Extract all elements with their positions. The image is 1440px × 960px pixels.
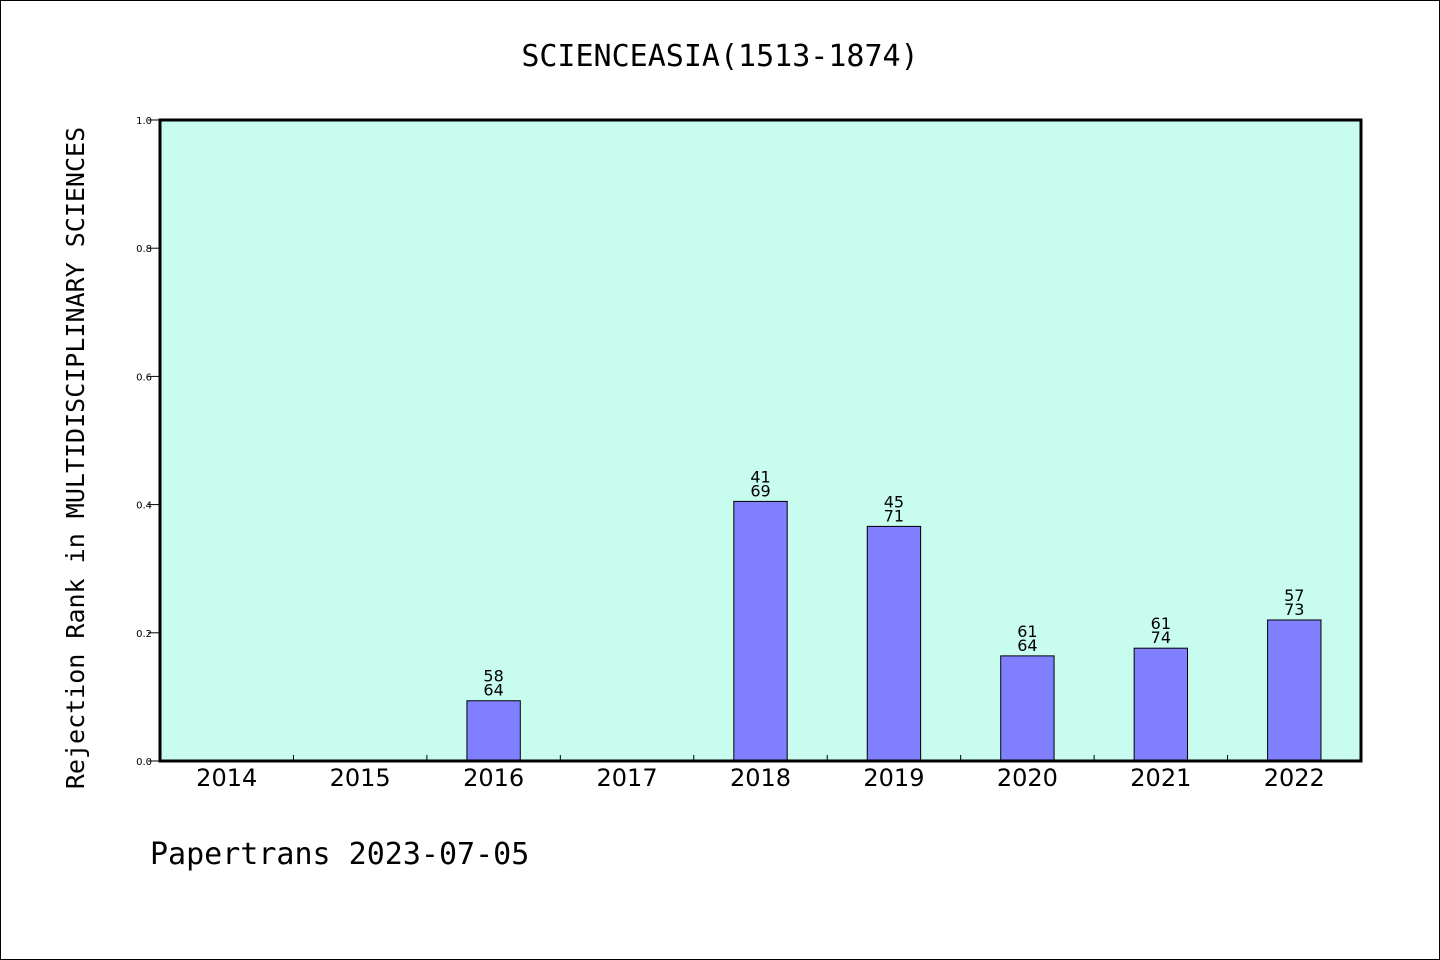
x-tick-label-2022: 2022 xyxy=(1264,764,1325,792)
bar-label-bottom-2018: 69 xyxy=(750,481,770,500)
bar-label-bottom-2016: 64 xyxy=(483,681,503,700)
bar-label-top-2021: 61 xyxy=(1151,614,1171,633)
y-tick-label: 0.0 xyxy=(136,757,152,768)
x-tick-label-2015: 2015 xyxy=(330,764,391,792)
bar-2019 xyxy=(866,525,922,762)
bar-2020 xyxy=(1000,655,1055,762)
chart-title: SCIENCEASIA(1513-1874) xyxy=(521,39,918,74)
x-tick-label-2016: 2016 xyxy=(463,764,524,792)
bar-2022 xyxy=(1267,619,1322,762)
bar-2016 xyxy=(466,700,521,762)
y-ticks-group: 0.0 0.2 0.4 0.6 0.8 1.0 xyxy=(136,116,160,768)
x-ticks-group: 2014 2015 2016 2017 2018 2019 2020 2021 2022 xyxy=(196,755,1325,792)
bar-label-top-2020: 61 xyxy=(1017,622,1037,641)
bar-label-bottom-2020: 64 xyxy=(1017,636,1037,655)
bar-label-top-2019: 45 xyxy=(884,492,904,511)
y-tick-label: 0.2 xyxy=(136,629,152,640)
x-tick-label-2019: 2019 xyxy=(863,764,924,792)
y-tick-label: 1.0 xyxy=(136,116,152,127)
x-tick-label-2020: 2020 xyxy=(997,764,1058,792)
y-tick-label: 0.8 xyxy=(136,244,152,255)
y-tick-label: 0.6 xyxy=(136,372,152,383)
bar-2018 xyxy=(733,500,788,762)
bar-2021 xyxy=(1133,647,1189,762)
bar-label-top-2016: 58 xyxy=(483,667,503,686)
y-tick-label: 0.4 xyxy=(136,501,152,512)
bar-label-bottom-2022: 73 xyxy=(1284,600,1304,619)
bar-label-bottom-2021: 74 xyxy=(1151,628,1171,647)
x-tick-label-2018: 2018 xyxy=(730,764,791,792)
x-tick-label-2021: 2021 xyxy=(1130,764,1191,792)
x-tick-label-2017: 2017 xyxy=(597,764,658,792)
bar-label-top-2018: 41 xyxy=(750,467,770,486)
bar-label-bottom-2019: 71 xyxy=(884,506,904,525)
plot-border xyxy=(158,118,1363,763)
footer-text: Papertrans 2023-07-05 xyxy=(150,837,529,872)
bar-label-top-2022: 57 xyxy=(1284,586,1304,605)
y-axis-label: Rejection Rank in MULTIDISCIPLINARY SCIE… xyxy=(61,127,90,789)
x-tick-label-2014: 2014 xyxy=(196,764,257,792)
